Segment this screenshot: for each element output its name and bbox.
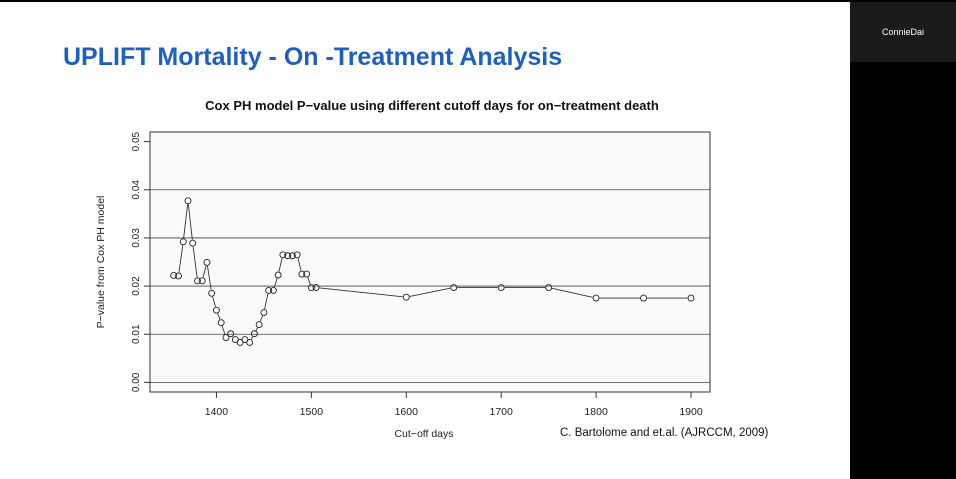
- series-line-segment: [552, 287, 593, 298]
- data-point: [189, 239, 197, 247]
- series-line-segment: [409, 287, 451, 297]
- data-point: [269, 286, 277, 294]
- y-tick-label: 0.02: [131, 276, 142, 296]
- series-line-segment: [217, 313, 221, 320]
- series-line-segment: [183, 204, 188, 239]
- data-point: [212, 306, 220, 314]
- data-point: [450, 284, 458, 291]
- y-tick-label: 0.04: [131, 180, 142, 200]
- y-tick-label: 0.05: [131, 131, 142, 151]
- participant-name: ConnieDai: [881, 27, 925, 37]
- data-point: [255, 321, 263, 329]
- series-line-segment: [178, 245, 184, 273]
- series-line-segment: [212, 296, 216, 307]
- data-point: [687, 294, 695, 302]
- data-point: [293, 251, 301, 259]
- series-line-segment: [319, 287, 403, 298]
- slide-title: UPLIFT Mortality - On -Treatment Analysi…: [63, 43, 563, 71]
- data-point: [497, 284, 505, 291]
- data-point: [175, 272, 182, 280]
- data-point: [274, 271, 282, 279]
- series-line-segment: [187, 204, 193, 240]
- x-tick-label: 1900: [679, 406, 703, 418]
- y-axis-label: P−value from Cox PH model: [95, 196, 107, 329]
- series-line-segment: [307, 277, 311, 285]
- pvalue-chart: Cox PH model P−value using different cut…: [95, 98, 711, 440]
- data-point: [198, 277, 206, 285]
- top-border: [0, 0, 956, 2]
- data-point: [194, 277, 201, 285]
- data-point: [222, 334, 230, 342]
- data-point: [170, 272, 178, 279]
- presentation-slide: UPLIFT Mortality - On -Treatment Analysi…: [0, 2, 850, 479]
- data-point: [640, 294, 648, 302]
- plot-frame: [149, 131, 711, 393]
- data-point: [284, 252, 292, 260]
- data-point: [402, 293, 410, 301]
- chart-title: Cox PH model P−value using different cut…: [205, 98, 659, 113]
- y-tick-label: 0.00: [131, 372, 142, 392]
- data-point: [203, 259, 211, 266]
- series-line-segment: [264, 293, 269, 310]
- x-tick-label: 1800: [584, 406, 608, 418]
- data-point: [184, 197, 192, 205]
- x-axis-label: Cut−off days: [394, 428, 453, 440]
- data-point: [217, 319, 225, 327]
- video-panel: ConnieDai: [850, 2, 956, 479]
- x-tick-label: 1400: [205, 406, 229, 418]
- data-point: [307, 284, 315, 291]
- series-line-segment: [250, 336, 254, 340]
- data-point: [179, 238, 187, 246]
- data-point: [545, 284, 553, 291]
- data-point: [265, 286, 273, 294]
- x-tick-label: 1600: [395, 406, 419, 418]
- plot-background: [150, 132, 710, 392]
- series-line-segment: [202, 265, 207, 278]
- series-line-segment: [297, 258, 302, 271]
- data-point: [592, 294, 600, 302]
- data-point: [288, 252, 296, 260]
- series-line-segment: [278, 258, 283, 272]
- y-tick-label: 0.01: [131, 324, 142, 344]
- x-tick-label: 1500: [300, 406, 324, 418]
- x-tick-label: 1700: [490, 406, 514, 418]
- data-point: [312, 284, 320, 291]
- series-line-segment: [260, 315, 263, 322]
- data-point: [246, 338, 254, 346]
- data-point: [250, 330, 258, 338]
- series-line-segment: [274, 278, 278, 288]
- data-point: [279, 251, 287, 259]
- citation: C. Bartolome and et.al. (AJRCCM, 2009): [560, 427, 769, 439]
- series-line-segment: [192, 246, 198, 278]
- participant-tile[interactable]: ConnieDai: [850, 2, 956, 62]
- data-point: [298, 270, 306, 278]
- data-point: [260, 309, 268, 317]
- series-line-segment: [207, 265, 212, 290]
- series-line-segment: [255, 327, 258, 331]
- series-line-segment: [221, 325, 226, 335]
- data-point: [227, 330, 235, 338]
- y-tick-label: 0.03: [131, 228, 142, 248]
- data-point: [303, 270, 311, 278]
- data-point: [208, 289, 216, 297]
